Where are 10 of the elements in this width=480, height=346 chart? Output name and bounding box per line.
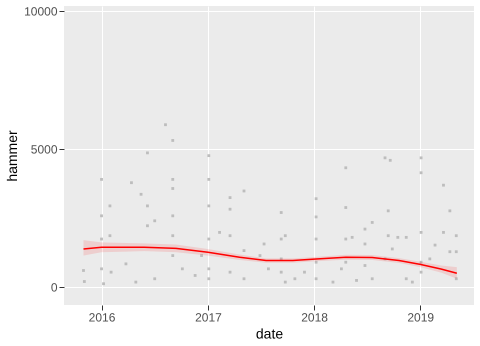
x-tick-label: 2017: [195, 310, 222, 324]
line-series: [82, 246, 458, 274]
y-tick-label: 0: [50, 280, 58, 295]
x-tick-label: 2019: [407, 310, 434, 324]
x-tick-label: 2016: [88, 310, 116, 324]
y-tick-label: 10000: [24, 4, 58, 18]
x-axis-title: date: [256, 326, 284, 342]
x-tick-label: 2018: [301, 310, 328, 324]
y-axis-title: hammer: [4, 130, 20, 182]
y-tick-label: 5000: [30, 142, 58, 157]
